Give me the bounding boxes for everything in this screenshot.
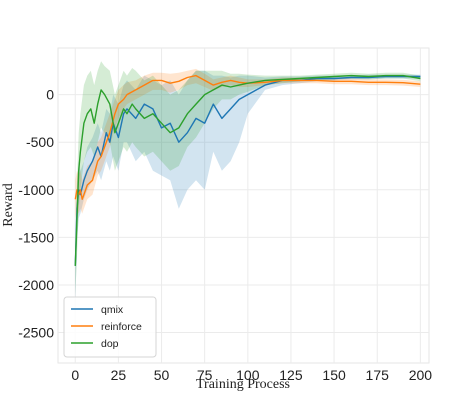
x-axis-label: Training Process xyxy=(196,377,290,392)
legend-label-dop: dop xyxy=(101,338,119,350)
x-tick-label: 25 xyxy=(111,367,127,383)
x-tick-label: 75 xyxy=(197,367,213,383)
x-tick-label: 50 xyxy=(154,367,170,383)
x-tick-label: 100 xyxy=(236,367,260,383)
x-tick-label: 175 xyxy=(366,367,390,383)
series-lines xyxy=(74,74,421,266)
y-tick-label: -2500 xyxy=(18,325,54,341)
y-tick-label: -1500 xyxy=(18,229,54,245)
legend-label-qmix: qmix xyxy=(101,304,124,316)
y-tick-label: -500 xyxy=(26,134,54,150)
y-tick-label: 0 xyxy=(46,87,54,103)
dop-line xyxy=(74,74,421,266)
legend-box xyxy=(63,296,157,358)
y-axis-label: Reward xyxy=(1,183,16,227)
x-tick-label: 200 xyxy=(409,367,433,383)
confidence-bands xyxy=(75,61,421,304)
x-tick-label: 150 xyxy=(322,367,346,383)
qmix-band xyxy=(75,70,421,304)
reinforce-band xyxy=(75,68,421,219)
reinforce-line xyxy=(74,74,421,201)
qmix-line xyxy=(74,75,421,266)
y-tick-label: -2000 xyxy=(18,277,54,293)
x-tick-labels: 0 25 50 75 100 125 150 175 200 xyxy=(71,367,432,383)
legend-label-reinforce: reinforce xyxy=(101,321,142,333)
x-tick-label: 0 xyxy=(71,367,79,383)
legend: qmix reinforce dop xyxy=(63,296,157,358)
dop-band xyxy=(75,61,421,295)
y-tick-labels: 0 -500 -1000 -1500 -2000 -2500 xyxy=(18,87,54,341)
x-tick-label: 125 xyxy=(279,367,303,383)
y-tick-label: -1000 xyxy=(18,182,54,198)
